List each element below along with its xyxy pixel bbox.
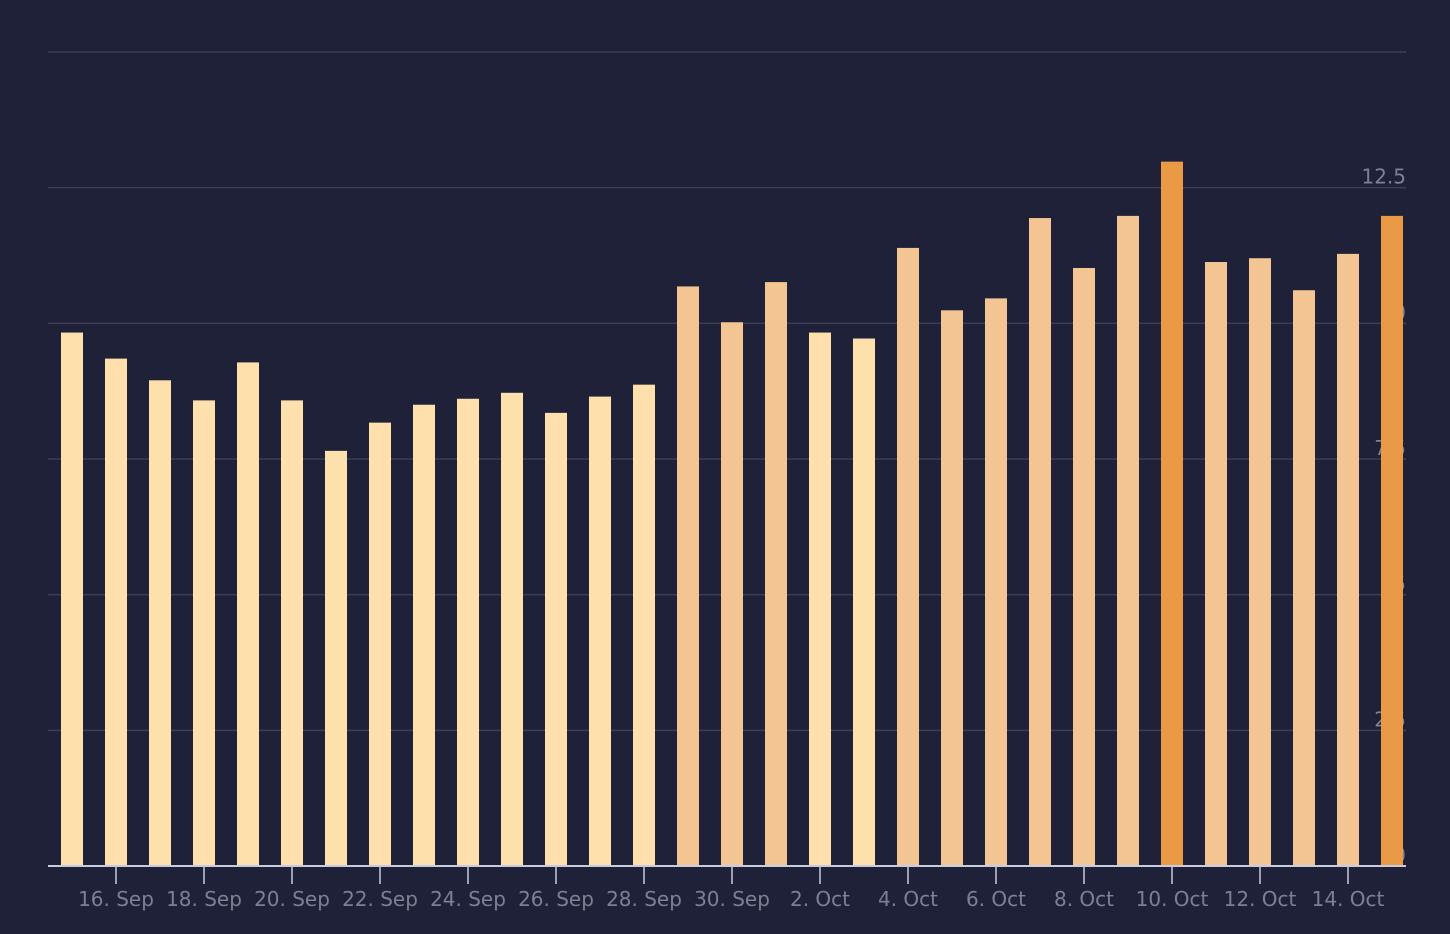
bar xyxy=(941,310,963,866)
bar xyxy=(765,282,787,866)
x-tick-label: 30. Sep xyxy=(694,887,770,911)
y-tick-label: 12.5 xyxy=(1361,165,1406,189)
x-tick-label: 2. Oct xyxy=(790,887,850,911)
bar xyxy=(281,400,303,866)
x-tick-label: 28. Sep xyxy=(606,887,682,911)
x-tick-label: 14. Oct xyxy=(1312,887,1385,911)
bar xyxy=(105,358,127,866)
x-tick-label: 4. Oct xyxy=(878,887,938,911)
bar xyxy=(721,322,743,866)
bar xyxy=(325,450,347,866)
bar xyxy=(1161,161,1183,867)
bar xyxy=(897,247,919,867)
x-tick-label: 12. Oct xyxy=(1224,887,1297,911)
x-tick-label: 6. Oct xyxy=(966,887,1026,911)
x-tick-label: 20. Sep xyxy=(254,887,330,911)
bar xyxy=(545,412,567,866)
bar xyxy=(985,298,1007,866)
x-tick-label: 22. Sep xyxy=(342,887,418,911)
bar xyxy=(193,400,215,866)
bar xyxy=(1073,267,1095,866)
x-tick-label: 26. Sep xyxy=(518,887,594,911)
bar xyxy=(1117,215,1139,867)
x-tick-label: 16. Sep xyxy=(78,887,154,911)
bar xyxy=(589,396,611,866)
bar xyxy=(1381,215,1403,867)
bar xyxy=(1029,218,1051,866)
bar xyxy=(61,332,83,866)
x-tick-label: 18. Sep xyxy=(166,887,242,911)
x-tick-label: 24. Sep xyxy=(430,887,506,911)
bar xyxy=(633,384,655,866)
bar xyxy=(1337,253,1359,866)
bar xyxy=(369,422,391,866)
x-tick-label: 10. Oct xyxy=(1136,887,1209,911)
bar xyxy=(1205,262,1227,867)
bar xyxy=(237,362,259,866)
bar xyxy=(501,392,523,866)
bar xyxy=(677,286,699,866)
bar xyxy=(853,338,875,866)
x-tick-label: 8. Oct xyxy=(1054,887,1114,911)
bar xyxy=(809,332,831,866)
bar xyxy=(1293,290,1315,866)
bar xyxy=(1249,258,1271,866)
bar xyxy=(413,404,435,866)
bar xyxy=(457,398,479,866)
bar xyxy=(149,380,171,866)
